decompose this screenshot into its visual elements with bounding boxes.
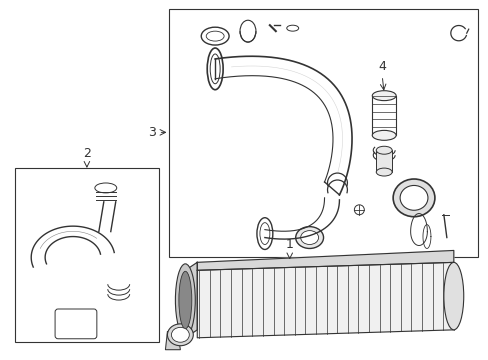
Ellipse shape: [167, 324, 193, 346]
Bar: [375, 150, 391, 172]
Ellipse shape: [443, 262, 463, 330]
Polygon shape: [197, 262, 453, 338]
Ellipse shape: [171, 327, 189, 342]
Text: 2: 2: [83, 147, 91, 160]
Bar: [371, 96, 395, 135]
Ellipse shape: [371, 130, 395, 140]
Text: 1: 1: [285, 238, 293, 251]
Ellipse shape: [179, 271, 191, 329]
Polygon shape: [197, 251, 453, 270]
Bar: [15, 168, 159, 342]
Bar: [169, 9, 477, 257]
Ellipse shape: [371, 91, 395, 100]
Ellipse shape: [300, 231, 318, 244]
Text: 4: 4: [378, 60, 386, 73]
Ellipse shape: [295, 227, 323, 248]
Text: 3: 3: [147, 126, 155, 139]
Ellipse shape: [375, 146, 391, 154]
Ellipse shape: [392, 179, 434, 217]
Polygon shape: [185, 262, 197, 338]
Polygon shape: [165, 332, 180, 350]
Ellipse shape: [175, 264, 195, 336]
Ellipse shape: [399, 185, 427, 210]
Ellipse shape: [375, 168, 391, 176]
